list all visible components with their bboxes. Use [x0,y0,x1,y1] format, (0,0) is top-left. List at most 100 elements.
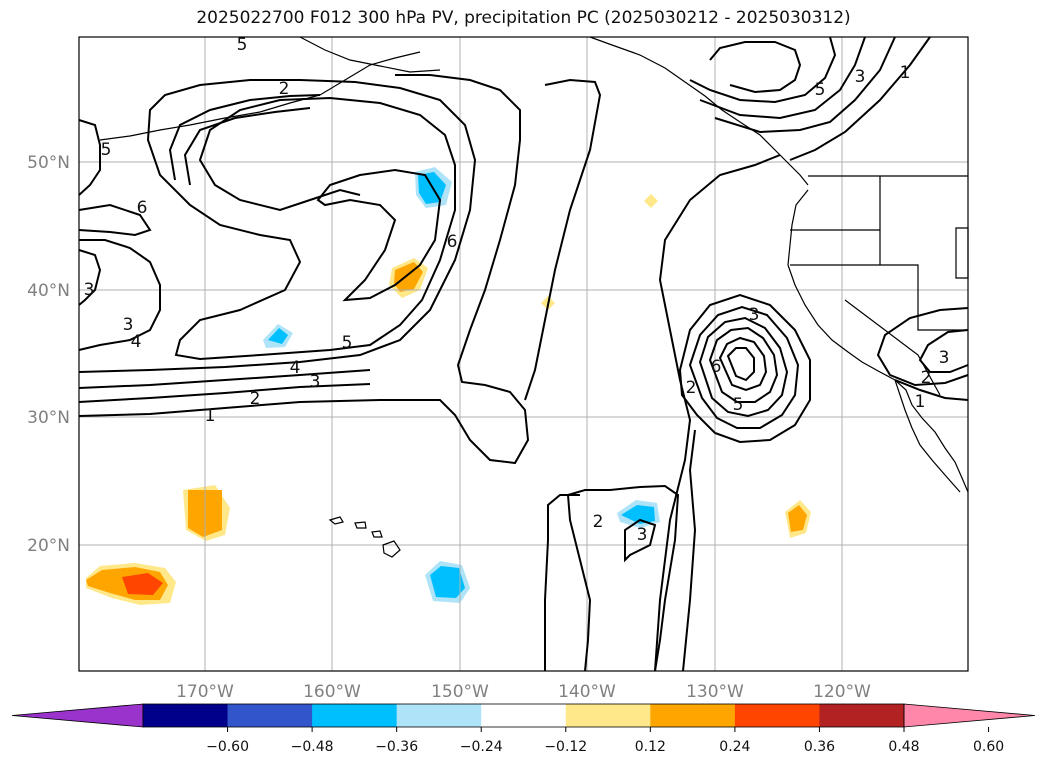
pv-contour-20 [78,203,152,237]
lon-axis: 170°W 160°W 150°W 140°W 130°W 120°W [176,682,871,702]
pv-contour-13 [682,429,697,672]
colorbar-segment [734,704,820,727]
colorbar-extend-high [903,703,1036,728]
colorbar-segment [481,704,567,727]
map-title: 2025022700 F012 300 hPa PV, precipitatio… [196,8,851,28]
lon-tick-label: 140°W [558,682,616,702]
contour-label: 3 [637,525,648,545]
pv-contour-14 [709,41,802,94]
lat-tick-label: 30°N [27,408,70,428]
precip-negative-area [430,566,465,598]
map-frame [78,36,969,672]
colorbar-segment [650,704,736,727]
colorbar-segment [143,704,229,727]
aleutian-chain [99,51,421,141]
lon-tick-label: 150°W [431,682,489,702]
colorbar-segment [227,704,313,727]
colorbar-tick-label: 0.48 [888,739,919,755]
pv-contour-19 [78,119,101,196]
contour-label: 3 [84,280,95,300]
hawaii-islands [328,516,401,558]
contour-labels: 1 2 3 4 5 6 5 2 3 4 5 6 3 2 5 6 3 2 1 2 … [84,35,950,545]
contour-label: 5 [237,35,248,55]
contour-label: 5 [342,333,353,353]
lon-tick-label: 160°W [303,682,361,702]
colorbar-tick-label: −0.48 [291,739,334,755]
alaska-peninsula [299,36,441,73]
alaska-coast [589,36,809,186]
colorbar-tick-label: −0.12 [544,739,587,755]
colorbar-ticks: −0.60 −0.48 −0.36 −0.24 −0.12 0.12 0.24 0.36 0.4… [206,727,1004,755]
pv-contour-5 [316,168,442,302]
contour-label: 4 [131,332,142,352]
pv-contour-4 [78,79,477,373]
lon-tick-label: 130°W [686,682,744,702]
contour-label: 1 [205,406,216,426]
pv-low-ring-5 [718,336,768,392]
pv-low-ring-3 [698,316,789,418]
pv-contours [78,36,969,672]
contour-label: 5 [101,140,112,160]
pv-low-ring-1 [678,293,811,444]
state-border [790,264,968,331]
contour-label: 6 [447,232,458,252]
pv-contour-9 [566,484,680,672]
pv-contour-18 [789,36,931,161]
pv-contour-11 [624,518,657,563]
colorbar-extend-low [11,703,144,728]
lat-tick-label: 40°N [27,281,70,301]
state-border [844,299,941,396]
pv-contour-23 [876,307,969,387]
pv-low-ring-4 [708,326,779,403]
precip-shading [86,167,811,605]
colorbar-tick-label: 0.36 [804,739,835,755]
colorbar-segment [819,704,905,727]
contour-label: 1 [900,63,911,83]
precip-positive-area [788,505,807,532]
colorbar-segment [312,704,398,727]
colorbar-segments [11,703,1036,728]
contour-label: 4 [290,358,301,378]
pv-contour-15 [689,36,837,104]
contour-label: 2 [593,512,604,532]
precip-positive-area [122,573,163,595]
pv-contour-3 [78,369,371,389]
contour-label: 2 [250,389,261,409]
pv-contour-25 [894,379,969,401]
colorbar-tick-label: 0.60 [973,739,1004,755]
pv-low-ring-2 [688,305,800,429]
contour-label: 2 [279,79,290,99]
colorbar-segment [396,704,482,727]
colorbar-segment [565,704,651,727]
lon-tick-label: 120°W [813,682,871,702]
lat-tick-label: 50°N [27,153,70,173]
pv-contour-17 [714,36,896,134]
contour-label: 6 [711,357,722,377]
pv-contour-21 [78,239,161,351]
precip-negative-area [268,328,288,344]
pv-contour-7 [183,107,311,186]
contour-label: 3 [123,315,134,335]
pv-contour-16 [699,36,866,120]
colorbar-tick-label: 0.12 [635,739,666,755]
pv-contour-6 [168,94,321,181]
pv-contour-12 [654,154,781,672]
colorbar-tick-label: −0.60 [206,739,249,755]
contour-label: 3 [939,348,950,368]
contour-label: 5 [815,80,826,100]
colorbar-tick-label: −0.36 [375,739,418,755]
pv-contour-8 [524,78,602,401]
pv-contour-10 [544,494,580,671]
contour-label: 2 [686,378,697,398]
colorbar-tick-label: −0.24 [460,739,503,755]
contour-label: 3 [749,305,760,325]
pv-low-ring-6 [726,347,755,382]
precip-negative-area [621,505,655,524]
pv-contour-22 [78,249,102,306]
lat-tick-label: 20°N [27,536,70,556]
colorbar-outline [142,703,905,728]
pv-contour-1 [78,74,530,465]
contour-label: 1 [915,392,926,412]
